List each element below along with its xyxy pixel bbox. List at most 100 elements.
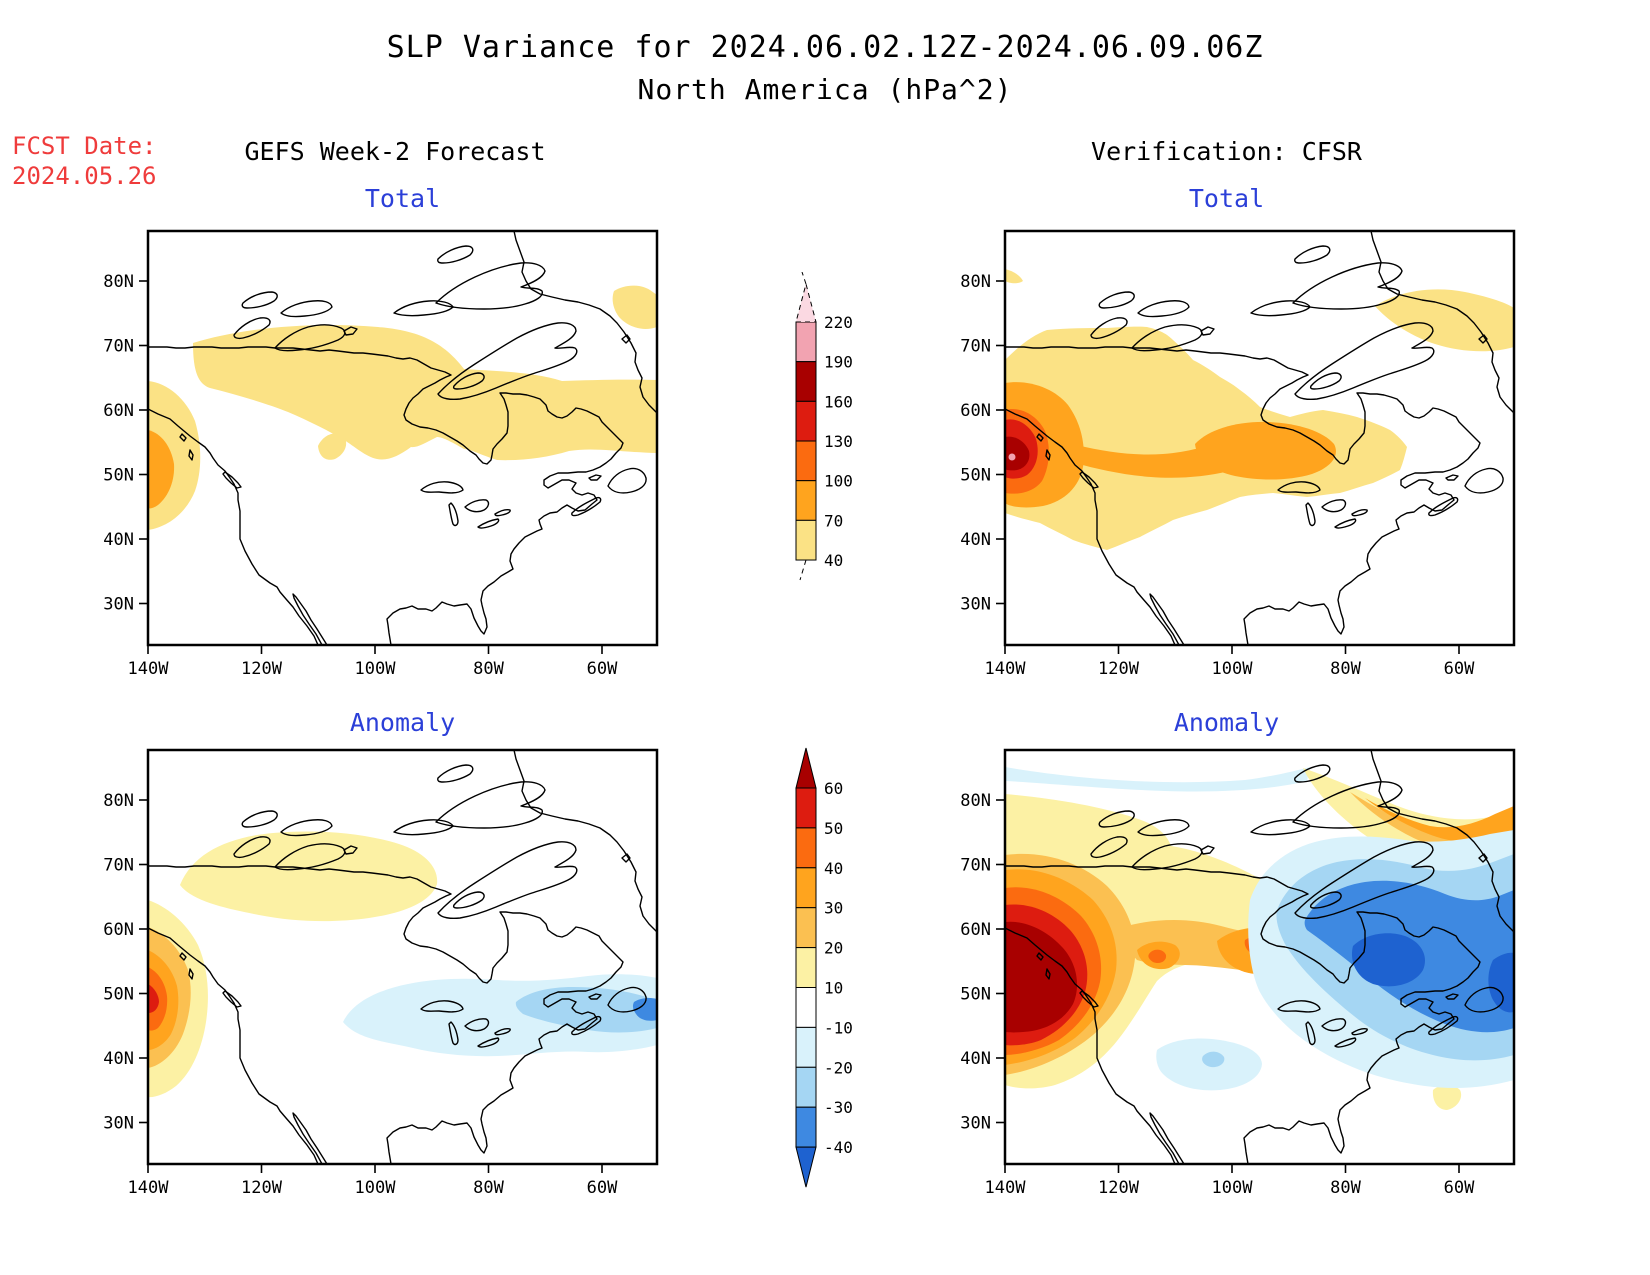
panel-title-gefs-total: Total xyxy=(364,184,441,213)
lat-tick-label: 50N xyxy=(103,985,134,1005)
axis-ticks: 80N 70N 60N 50N 40N 30N 140W 120W 100W 80W 60W xyxy=(103,791,618,1198)
lon-tick-label: 140W xyxy=(128,659,170,679)
colorbar-tick-label: -30 xyxy=(824,1098,853,1117)
map-frame xyxy=(1003,748,1516,1166)
lat-tick-label: 70N xyxy=(960,856,991,876)
colorbar-tick-label: -20 xyxy=(824,1058,853,1077)
forecast-date-value: 2024.05.26 xyxy=(12,162,157,190)
lon-tick-label: 100W xyxy=(355,659,397,679)
colorbar-segment xyxy=(795,361,817,402)
lon-tick-label: 140W xyxy=(985,1178,1027,1198)
colorbar-tick-label: -10 xyxy=(824,1018,853,1037)
map-gefs-anomaly: 80N 70N 60N 50N 40N 30N 140W 120W 100W 80W 60W xyxy=(103,748,659,1198)
colorbar-tick-label: 50 xyxy=(824,819,843,838)
lat-tick-label: 70N xyxy=(103,337,134,357)
lat-tick-label: 50N xyxy=(960,466,991,486)
figure-subtitle: North America (hPa^2) xyxy=(637,73,1013,106)
lon-tick-label: 60W xyxy=(587,1178,618,1198)
lat-tick-label: 80N xyxy=(960,791,991,811)
colorbar-tick-label: 70 xyxy=(824,511,843,530)
lat-tick-label: 50N xyxy=(103,466,134,486)
contour-fills-gefs-total xyxy=(148,285,657,530)
lon-tick-label: 60W xyxy=(1444,1178,1475,1198)
colorbar-segment xyxy=(795,787,817,829)
lon-tick-label: 80W xyxy=(473,1178,504,1198)
colorbar-tick-label: 220 xyxy=(824,313,853,332)
colorbar-tick-label: 40 xyxy=(824,859,843,878)
figure-title: SLP Variance for 2024.06.02.12Z-2024.06.… xyxy=(386,30,1264,65)
lon-tick-label: 120W xyxy=(1098,659,1140,679)
contour-fills-gefs-anomaly xyxy=(148,831,657,1098)
map-frame xyxy=(146,229,659,647)
colorbar-segment xyxy=(795,907,817,949)
colorbar-tick-label: 190 xyxy=(824,353,853,372)
lat-tick-label: 40N xyxy=(960,1049,991,1069)
colorbar-segment xyxy=(795,1106,817,1148)
colorbar-segment xyxy=(795,321,817,363)
lon-tick-label: 120W xyxy=(1098,1178,1140,1198)
map-cfsr-total: 80N 70N 60N 50N 40N 30N 140W 120W 100W 80W 60W xyxy=(960,229,1516,679)
lon-tick-label: 100W xyxy=(1212,1178,1254,1198)
lat-tick-label: 70N xyxy=(960,337,991,357)
colorbar-total: 220 190 160 130 100 70 40 xyxy=(795,272,853,581)
colorbar-tick-label: -40 xyxy=(824,1138,853,1157)
colorbar-anomaly: 60 50 40 30 20 10 -10 -20 -30 -40 xyxy=(795,747,853,1188)
panel-title-cfsr-total: Total xyxy=(1188,184,1265,213)
colorbar-segment xyxy=(795,947,817,989)
lat-tick-label: 40N xyxy=(103,1049,134,1069)
lat-tick-label: 60N xyxy=(960,401,991,421)
colorbar-top-arrow xyxy=(795,747,817,789)
lon-tick-label: 140W xyxy=(985,659,1027,679)
lat-tick-label: 60N xyxy=(103,401,134,421)
colorbar-segment xyxy=(795,827,817,869)
colorbar-segment xyxy=(795,519,817,561)
contour-fills-cfsr-anomaly xyxy=(1005,767,1514,1110)
lon-tick-label: 140W xyxy=(128,1178,170,1198)
lat-tick-label: 70N xyxy=(103,856,134,876)
lat-tick-label: 60N xyxy=(960,920,991,940)
lat-tick-label: 40N xyxy=(103,530,134,550)
panel-title-gefs-anomaly: Anomaly xyxy=(349,708,456,737)
lon-tick-label: 120W xyxy=(241,1178,283,1198)
colorbar-open-bottom xyxy=(799,559,807,581)
colorbar-tick-label: 40 xyxy=(824,551,843,570)
lat-tick-label: 80N xyxy=(103,791,134,811)
colorbar-segment xyxy=(795,987,817,1028)
axis-ticks: 80N 70N 60N 50N 40N 30N 140W 120W 100W 80W 60W xyxy=(960,272,1475,679)
coastline xyxy=(148,750,657,1164)
lat-tick-label: 60N xyxy=(103,920,134,940)
lon-tick-label: 60W xyxy=(1444,659,1475,679)
lat-tick-label: 30N xyxy=(960,1114,991,1134)
colorbar-tick-label: 130 xyxy=(824,432,853,451)
contour-fills-cfsr-total xyxy=(1005,269,1514,550)
forecast-date-block: FCST Date: 2024.05.26 xyxy=(12,131,157,191)
lat-tick-label: 30N xyxy=(103,595,134,615)
column-header-verification: Verification: CFSR xyxy=(1091,137,1362,166)
colorbar-tick-label: 60 xyxy=(824,779,843,798)
map-frame xyxy=(146,748,659,1166)
lon-tick-label: 80W xyxy=(1330,659,1361,679)
column-header-forecast: GEFS Week-2 Forecast xyxy=(244,137,546,166)
colorbar-segment xyxy=(795,1066,817,1108)
colorbar-open-top-arrow xyxy=(795,282,817,323)
colorbar-bottom-arrow xyxy=(795,1146,817,1188)
colorbar-segment xyxy=(795,480,817,521)
forecast-date-label: FCST Date: xyxy=(12,132,157,160)
lat-tick-label: 80N xyxy=(960,272,991,292)
lat-tick-label: 40N xyxy=(960,530,991,550)
lat-tick-label: 50N xyxy=(960,985,991,1005)
lon-tick-label: 80W xyxy=(1330,1178,1361,1198)
lon-tick-label: 80W xyxy=(473,659,504,679)
lat-tick-label: 30N xyxy=(103,1114,134,1134)
colorbar-segment xyxy=(795,440,817,482)
lon-tick-label: 100W xyxy=(355,1178,397,1198)
lon-tick-label: 120W xyxy=(241,659,283,679)
colorbar-tick-label: 100 xyxy=(824,472,853,491)
map-frame xyxy=(1003,229,1516,647)
axis-ticks: 80N 70N 60N 50N 40N 30N 140W 120W 100W 80W 60W xyxy=(960,791,1475,1198)
map-gefs-total: 80N 70N 60N 50N 40N 30N 140W 120W 100W 80W 60W xyxy=(103,229,659,679)
colorbar-tick-label: 20 xyxy=(824,939,843,958)
colorbar-segment xyxy=(795,400,817,442)
colorbar-tick-label: 160 xyxy=(824,392,853,411)
